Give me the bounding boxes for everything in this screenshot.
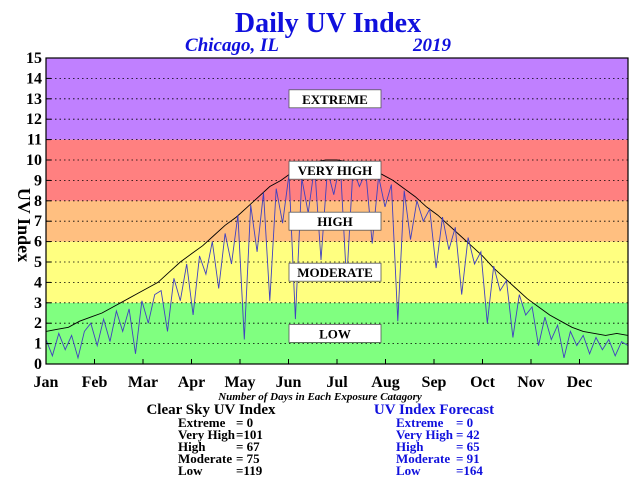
clear_sky-row-label: High: [178, 439, 206, 454]
clear_sky-row-value: = 67: [236, 439, 260, 454]
forecast-row-label: Extreme: [396, 415, 444, 430]
y-axis-label: UV Index: [14, 188, 34, 262]
x-tick-label: Jun: [276, 374, 302, 391]
clear_sky-row-label: Very High: [178, 427, 236, 442]
clear_sky-row-value: =101: [236, 427, 263, 442]
band-label-very-high: VERY HIGH: [298, 163, 373, 178]
x-tick-label: Dec: [567, 374, 593, 391]
x-tick-label: Aug: [371, 374, 399, 391]
x-tick-label: Jul: [326, 374, 348, 391]
chart-title: Daily UV Index: [235, 8, 421, 39]
y-tick-label: 9: [34, 172, 42, 189]
y-tick-label: 4: [34, 274, 42, 291]
y-tick-label: 0: [34, 356, 42, 373]
forecast-title: UV Index Forecast: [374, 402, 494, 418]
clear_sky-row-label: Low: [178, 463, 203, 478]
x-tick-label: Mar: [128, 374, 158, 391]
y-tick-label: 10: [26, 152, 42, 169]
x-tick-label: May: [224, 374, 255, 391]
x-tick-label: Sep: [422, 374, 447, 391]
y-tick-label: 14: [26, 70, 42, 87]
y-tick-label: 15: [26, 50, 42, 67]
forecast-row-value: = 42: [456, 427, 480, 442]
forecast-row-value: = 65: [456, 439, 480, 454]
days-caption: Number of Days in Each Exposure Catagory: [217, 391, 422, 403]
x-tick-label: Nov: [517, 374, 545, 391]
forecast-row-label: Very High: [396, 427, 454, 442]
y-tick-label: 7: [34, 213, 42, 230]
y-tick-label: 13: [26, 91, 42, 108]
y-tick-label: 1: [34, 336, 42, 353]
clear-sky-line: [45, 159, 629, 336]
clear_sky-row-value: = 0: [236, 415, 253, 430]
y-tick-label: 2: [34, 315, 42, 332]
y-tick-label: 11: [27, 132, 42, 149]
band-label-box: [288, 211, 382, 231]
clear_sky-row-label: Extreme: [178, 415, 226, 430]
band-label-box: [288, 160, 382, 180]
chart-location: Chicago, IL: [185, 35, 279, 56]
y-tick-label: 6: [34, 234, 42, 251]
band-label-box: [288, 323, 382, 343]
band-labels: LOW MODERATE HIGH VERY HIGH EXTREME: [288, 89, 382, 343]
clear_sky-row-value: = 75: [236, 451, 260, 466]
chart-year: 2019: [412, 35, 452, 56]
x-tick-label: Feb: [82, 374, 108, 391]
x-tick-label: Jan: [34, 374, 59, 391]
x-tick-label: Apr: [178, 374, 206, 391]
x-tick-label: Oct: [470, 374, 496, 391]
forecast-row-value: =164: [456, 463, 483, 478]
y-tick-label: 12: [26, 111, 42, 128]
band-label-low: LOW: [319, 326, 351, 341]
forecast-row-value: = 91: [456, 451, 480, 466]
y-tick-label: 8: [34, 193, 42, 210]
forecast-row-value: = 0: [456, 415, 473, 430]
clear-sky-title: Clear Sky UV Index: [146, 402, 276, 418]
y-tick-label: 5: [34, 254, 42, 271]
band-label-moderate: MODERATE: [297, 265, 373, 280]
x-axis-ticks: Jan Feb Mar Apr May Jun Jul Aug Sep Oct Nov Dec: [34, 359, 593, 391]
band-label-box: [288, 89, 382, 109]
clear_sky-row-label: Moderate: [178, 451, 232, 466]
band-label-extreme: EXTREME: [302, 92, 368, 107]
forecast-row-label: Low: [396, 463, 421, 478]
forecast-row-label: Moderate: [396, 451, 450, 466]
band-label-box: [288, 262, 382, 282]
clear_sky-row-value: =119: [236, 463, 263, 478]
band-label-high: HIGH: [317, 214, 352, 229]
y-tick-label: 3: [34, 295, 42, 312]
forecast-row-label: High: [396, 439, 424, 454]
